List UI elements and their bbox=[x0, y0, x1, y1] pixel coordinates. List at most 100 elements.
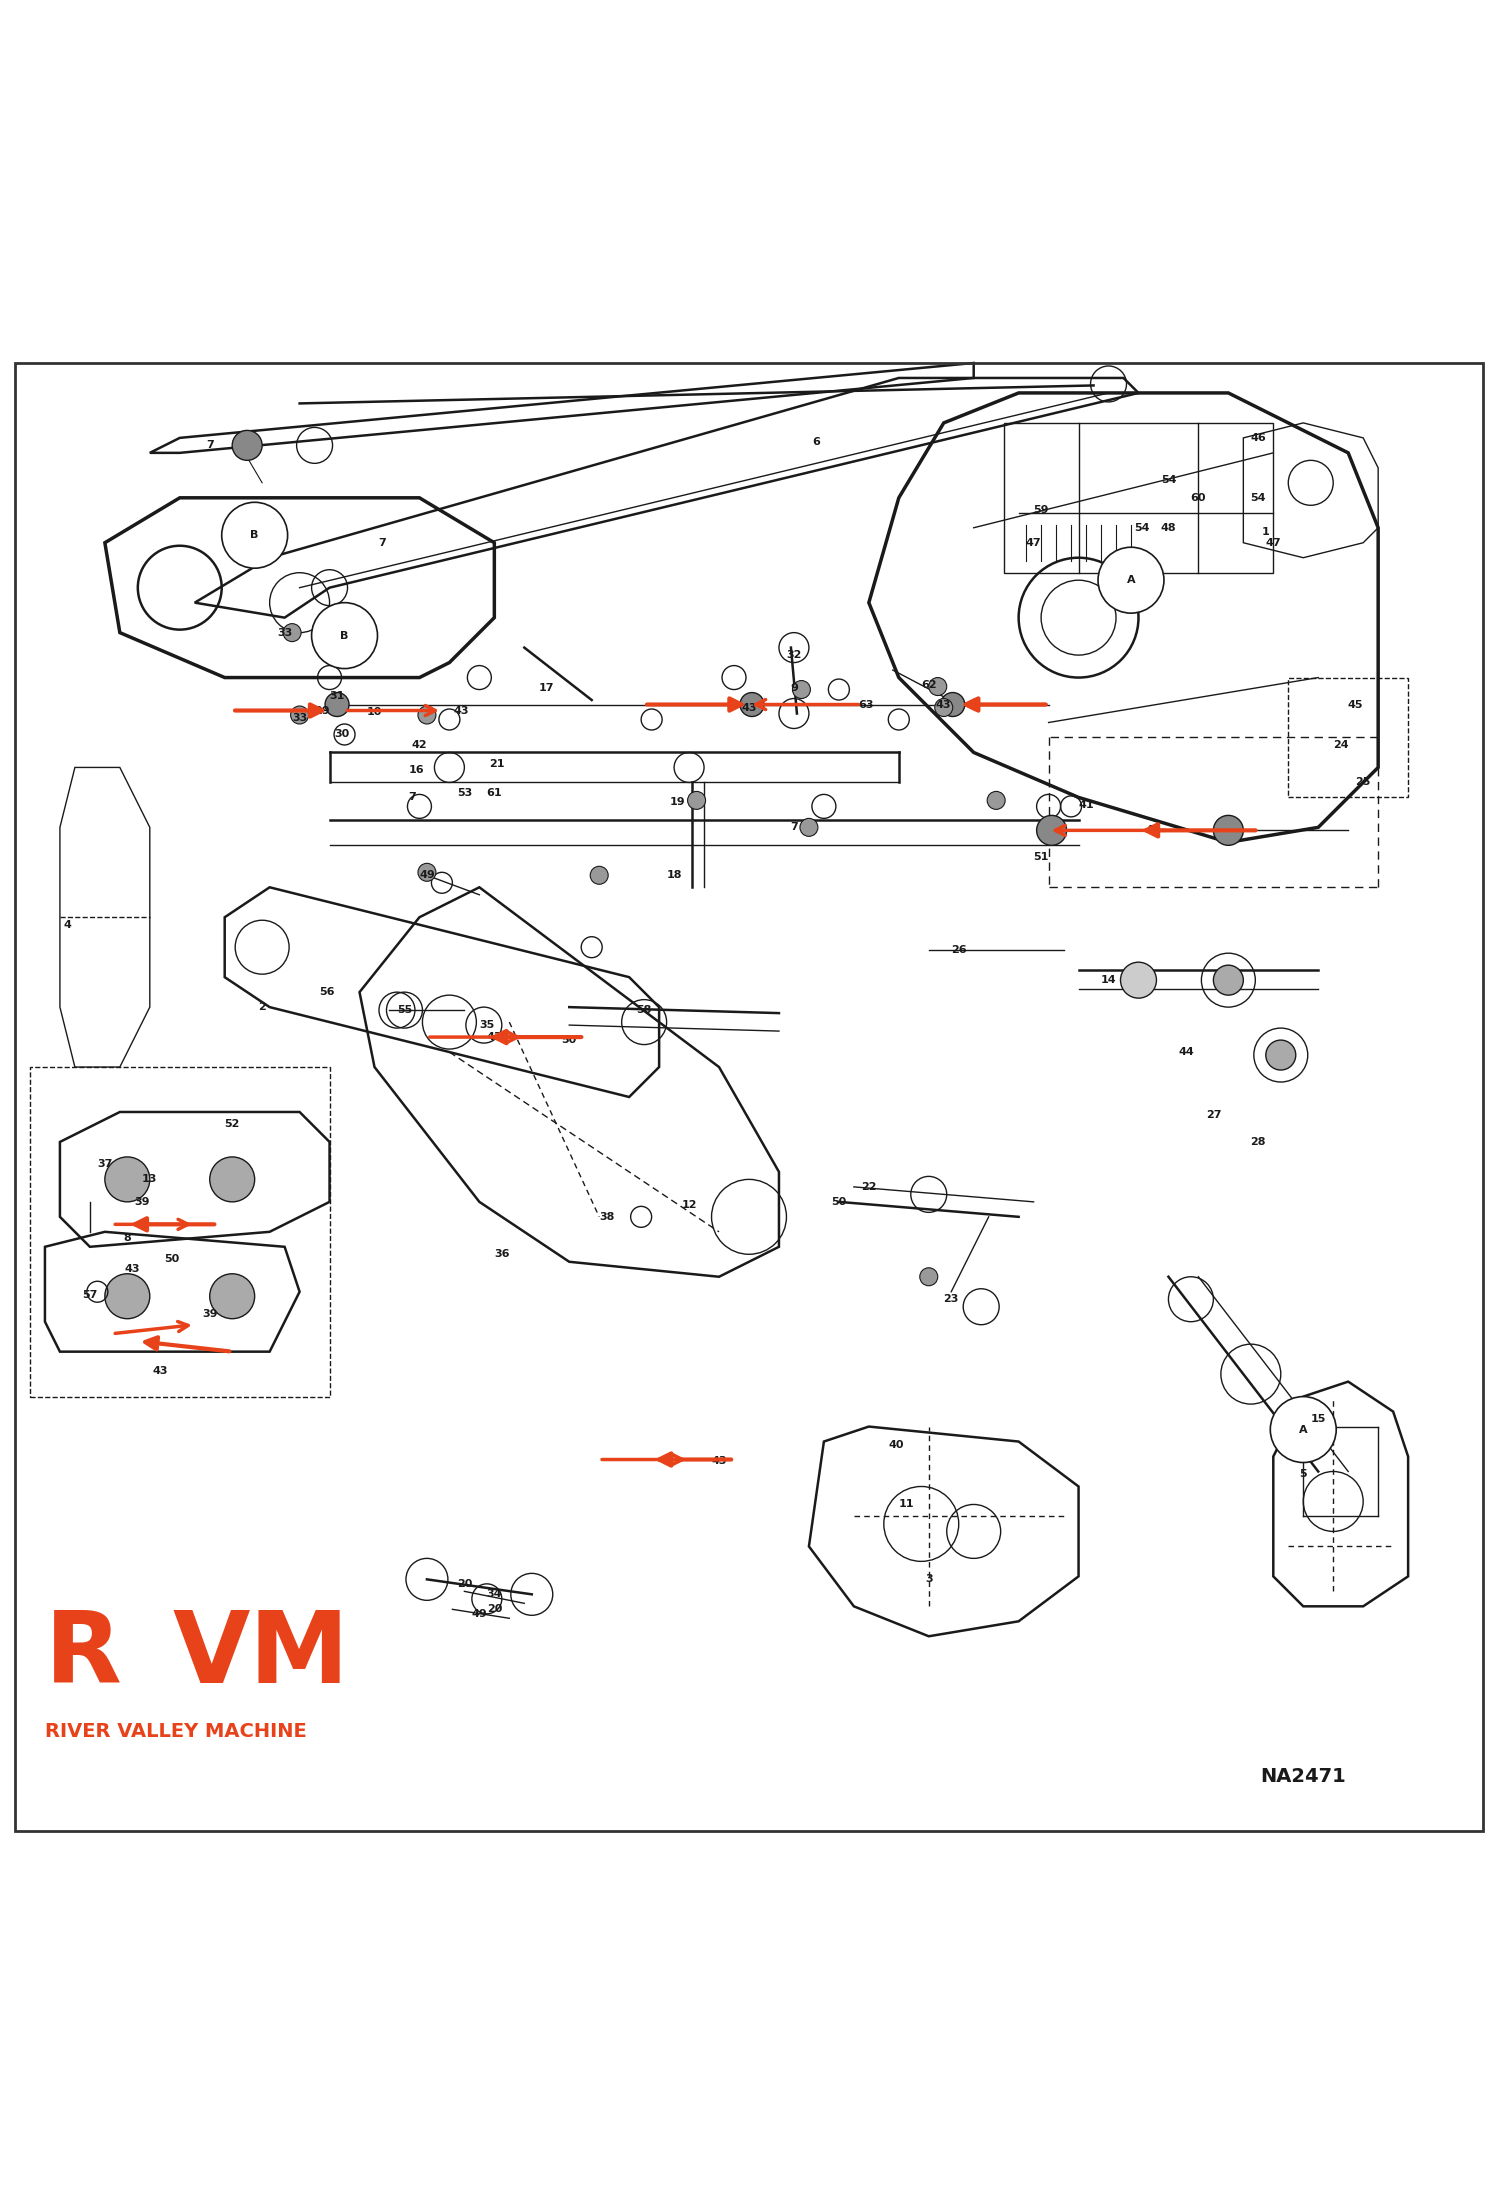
Text: 48: 48 bbox=[1161, 522, 1176, 533]
Circle shape bbox=[800, 818, 818, 836]
Circle shape bbox=[987, 792, 1005, 810]
Circle shape bbox=[210, 1275, 255, 1319]
Text: 53: 53 bbox=[457, 788, 472, 799]
Text: 36: 36 bbox=[494, 1248, 509, 1259]
Text: 26: 26 bbox=[951, 946, 966, 954]
Circle shape bbox=[1098, 546, 1164, 612]
Text: 43: 43 bbox=[712, 1457, 727, 1466]
Text: 14: 14 bbox=[1101, 974, 1116, 985]
Circle shape bbox=[1213, 816, 1243, 845]
Text: 44: 44 bbox=[1179, 1047, 1194, 1058]
Circle shape bbox=[210, 1156, 255, 1202]
Circle shape bbox=[1266, 1040, 1296, 1071]
Text: 7: 7 bbox=[205, 441, 214, 450]
Text: 15: 15 bbox=[1311, 1415, 1326, 1424]
Text: 30: 30 bbox=[334, 728, 349, 739]
Text: 57: 57 bbox=[82, 1290, 97, 1299]
Text: 17: 17 bbox=[539, 682, 554, 693]
Circle shape bbox=[1121, 963, 1156, 998]
Text: 50: 50 bbox=[562, 1036, 577, 1044]
Circle shape bbox=[418, 862, 436, 882]
Text: 21: 21 bbox=[490, 759, 505, 770]
Text: 24: 24 bbox=[1333, 739, 1348, 750]
Text: 54: 54 bbox=[1161, 474, 1176, 485]
Text: B: B bbox=[340, 630, 349, 641]
Text: 61: 61 bbox=[487, 788, 502, 799]
Text: 11: 11 bbox=[899, 1499, 914, 1509]
Text: 2: 2 bbox=[258, 1003, 267, 1011]
Text: 43: 43 bbox=[454, 706, 469, 715]
Circle shape bbox=[291, 706, 309, 724]
Text: 49: 49 bbox=[472, 1608, 487, 1619]
Text: RIVER VALLEY MACHINE: RIVER VALLEY MACHINE bbox=[45, 1722, 307, 1742]
Circle shape bbox=[105, 1275, 150, 1319]
Text: 43: 43 bbox=[487, 1031, 502, 1042]
Text: VM: VM bbox=[172, 1606, 349, 1705]
Circle shape bbox=[325, 693, 349, 717]
Circle shape bbox=[105, 1156, 150, 1202]
Circle shape bbox=[792, 680, 810, 698]
Text: 49: 49 bbox=[419, 871, 434, 880]
Text: A: A bbox=[1299, 1424, 1308, 1435]
Text: 7: 7 bbox=[377, 538, 386, 548]
Circle shape bbox=[1213, 965, 1243, 996]
Text: 29: 29 bbox=[315, 706, 330, 715]
Text: 7: 7 bbox=[407, 792, 416, 803]
Text: 43: 43 bbox=[742, 702, 756, 713]
Text: 37: 37 bbox=[97, 1158, 112, 1169]
Text: 58: 58 bbox=[637, 1005, 652, 1016]
Circle shape bbox=[941, 693, 965, 717]
Text: 1: 1 bbox=[1261, 527, 1270, 538]
Text: 35: 35 bbox=[479, 1020, 494, 1031]
Text: 6: 6 bbox=[812, 437, 821, 448]
Text: 54: 54 bbox=[1134, 522, 1149, 533]
Text: 51: 51 bbox=[1034, 851, 1049, 862]
Text: 47: 47 bbox=[1266, 538, 1281, 548]
Text: 27: 27 bbox=[1206, 1110, 1221, 1119]
Circle shape bbox=[232, 430, 262, 461]
Text: 50: 50 bbox=[831, 1198, 846, 1207]
Text: 43: 43 bbox=[153, 1367, 168, 1376]
Text: 7: 7 bbox=[789, 823, 798, 832]
Circle shape bbox=[935, 698, 953, 717]
Text: 12: 12 bbox=[682, 1200, 697, 1209]
Text: 54: 54 bbox=[1251, 494, 1266, 502]
Text: 5: 5 bbox=[1299, 1470, 1308, 1479]
Text: 46: 46 bbox=[1251, 432, 1266, 443]
Text: 52: 52 bbox=[225, 1119, 240, 1130]
Text: 18: 18 bbox=[667, 871, 682, 880]
Text: 4: 4 bbox=[63, 919, 72, 930]
Text: 33: 33 bbox=[277, 627, 292, 638]
Text: 39: 39 bbox=[202, 1310, 217, 1319]
Text: 47: 47 bbox=[1026, 538, 1041, 548]
Text: 10: 10 bbox=[367, 706, 382, 717]
Text: 22: 22 bbox=[861, 1183, 876, 1191]
Text: 62: 62 bbox=[921, 680, 936, 691]
Text: 33: 33 bbox=[292, 713, 307, 724]
Text: 43: 43 bbox=[936, 700, 951, 709]
Circle shape bbox=[1037, 816, 1067, 845]
Circle shape bbox=[1270, 1398, 1336, 1463]
Text: 23: 23 bbox=[944, 1294, 959, 1303]
Text: 19: 19 bbox=[670, 796, 685, 807]
Text: 40: 40 bbox=[888, 1439, 903, 1450]
Text: A: A bbox=[1126, 575, 1135, 586]
Text: 39: 39 bbox=[135, 1198, 150, 1207]
Text: 56: 56 bbox=[319, 987, 334, 996]
Text: 20: 20 bbox=[487, 1604, 502, 1615]
Text: 45: 45 bbox=[1348, 700, 1363, 709]
Text: 25: 25 bbox=[1356, 777, 1371, 788]
Circle shape bbox=[222, 502, 288, 568]
Circle shape bbox=[740, 693, 764, 717]
Text: 50: 50 bbox=[165, 1253, 180, 1264]
Circle shape bbox=[590, 867, 608, 884]
Text: 43: 43 bbox=[124, 1264, 139, 1275]
Text: 42: 42 bbox=[412, 739, 427, 750]
Text: 63: 63 bbox=[858, 700, 873, 709]
Circle shape bbox=[688, 792, 706, 810]
Text: 34: 34 bbox=[487, 1588, 502, 1599]
Text: 41: 41 bbox=[1079, 801, 1094, 810]
Text: 16: 16 bbox=[409, 766, 424, 774]
Text: 43: 43 bbox=[1146, 825, 1161, 836]
Text: 60: 60 bbox=[1191, 494, 1206, 502]
